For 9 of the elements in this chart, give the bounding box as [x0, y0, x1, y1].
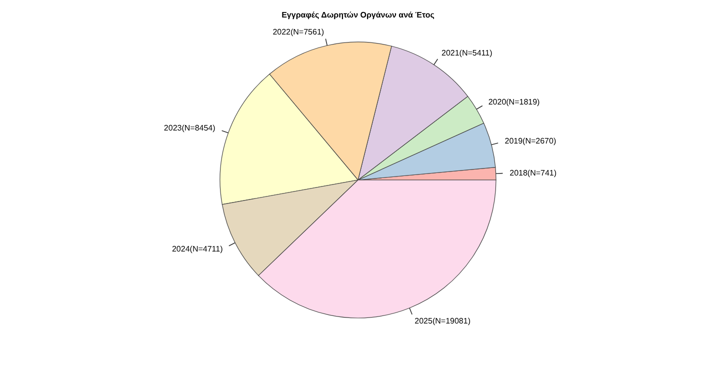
slice-label: 2022(N=7561): [272, 28, 324, 37]
slice-label: 2019(N=2670): [504, 136, 556, 146]
slice-label: 2025(N=19081): [414, 316, 471, 326]
slice-label: 2021(N=5411): [442, 48, 493, 58]
slice-label: 2024(N=4711): [172, 244, 224, 254]
slice-label: 2020(N=1819): [488, 98, 540, 107]
slice-label: 2018(N=741): [510, 168, 557, 178]
chart-title: Εγγραφές Δωρητών Οργάνων ανά Έτος: [282, 10, 434, 20]
slice-label: 2023(N=8454): [164, 124, 216, 133]
